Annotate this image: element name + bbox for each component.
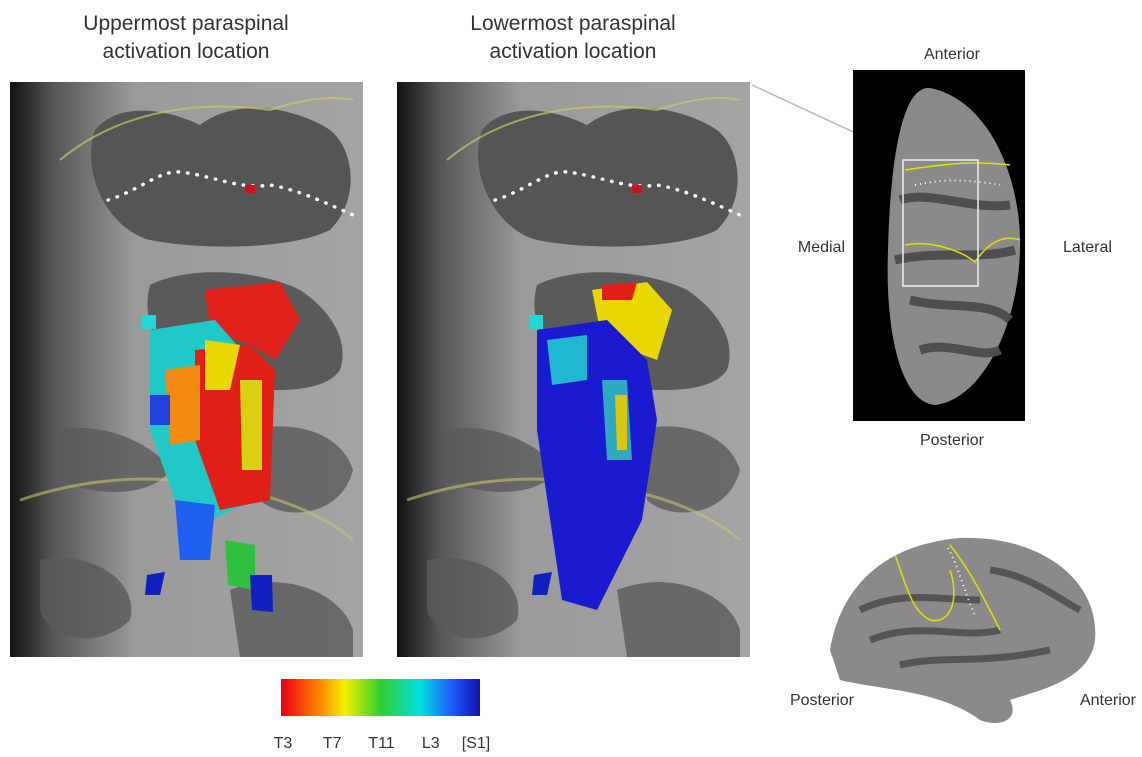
title-line: activation location — [490, 40, 657, 63]
orientation-label: Medial — [798, 239, 845, 256]
colorbar-label: T11 — [368, 735, 394, 752]
panel-title: Lowermost paraspinal activation location — [470, 12, 675, 63]
colorbar-label: L3 — [422, 735, 440, 752]
title-line: Uppermost paraspinal — [83, 12, 288, 35]
orientation-label: Lateral — [1063, 239, 1112, 256]
colorbar-label: [S1] — [462, 735, 490, 752]
title-line: Lowermost paraspinal — [470, 12, 675, 35]
colorbar-label: T7 — [323, 735, 342, 752]
colorbar-labels: T3 T7 T11 L3 [S1] — [274, 735, 491, 752]
orientation-label: Anterior — [1080, 692, 1137, 709]
orientation-label: Posterior — [790, 692, 855, 709]
right-panel — [397, 82, 750, 657]
orientation-label: Posterior — [920, 432, 985, 449]
panel-title: Uppermost paraspinal activation location — [83, 12, 288, 63]
orientation-label: Anterior — [924, 46, 981, 63]
title-line: activation location — [103, 40, 270, 63]
colorbar-label: T3 — [274, 735, 293, 752]
figure: Uppermost paraspinalactivation location … — [0, 0, 1142, 752]
colorbar — [281, 679, 480, 716]
left-panel — [10, 82, 363, 657]
